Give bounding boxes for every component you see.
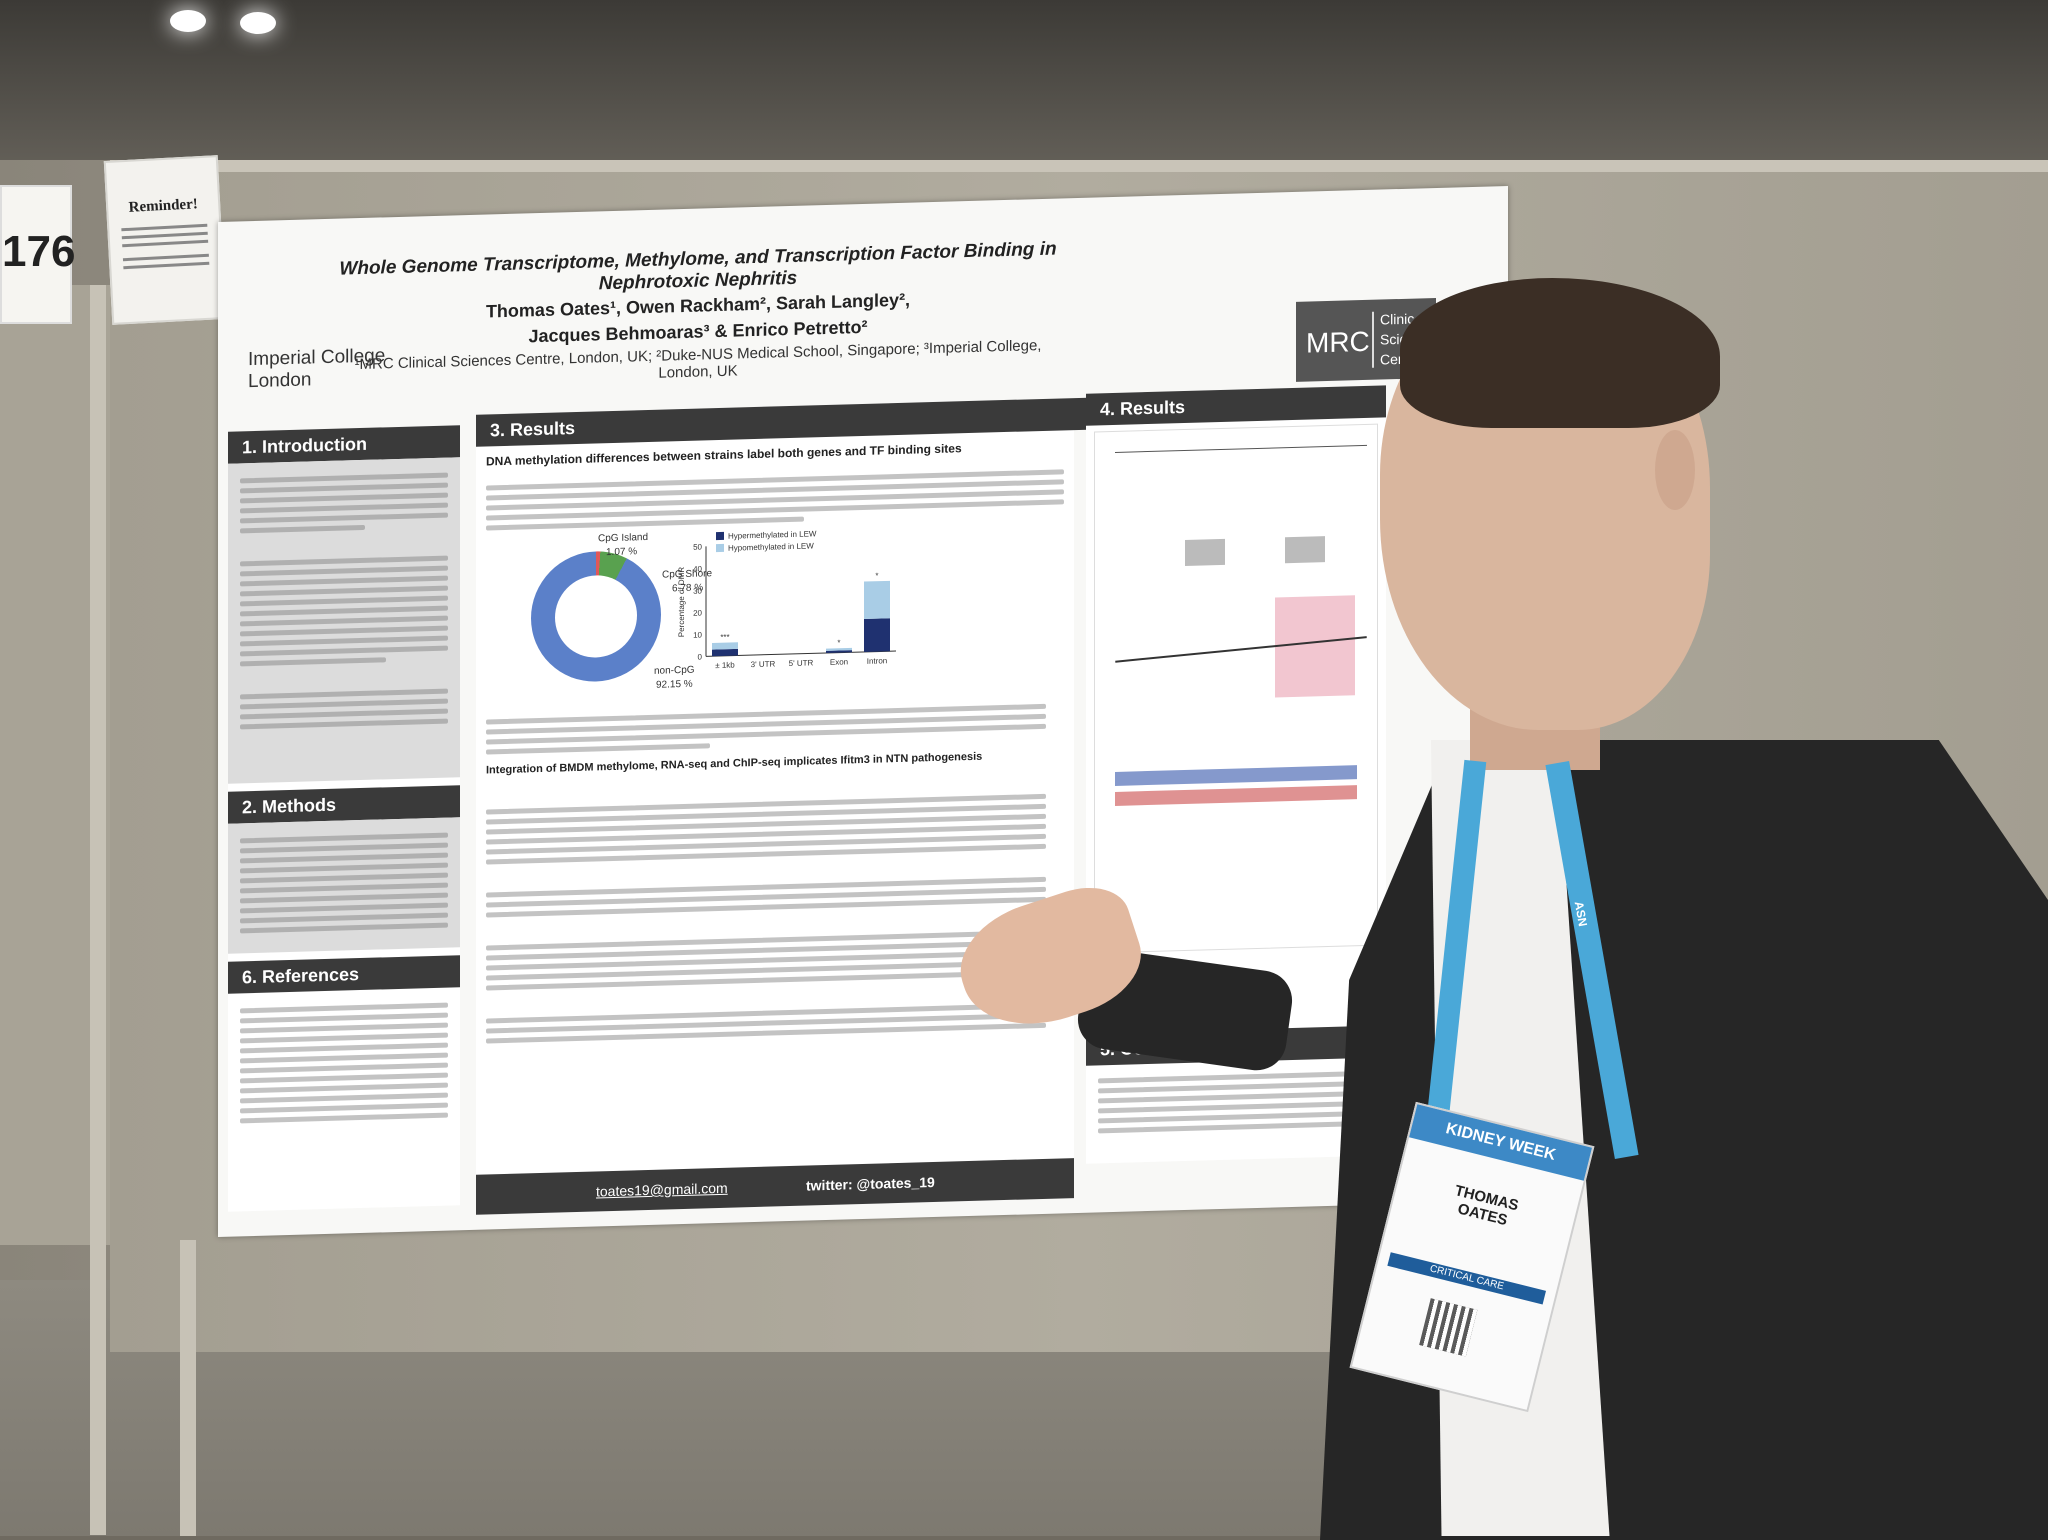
- reminder-sign: Reminder!: [103, 155, 227, 325]
- reminder-title: Reminder!: [128, 196, 199, 216]
- methods-body: [228, 817, 460, 954]
- donut-label-island: CpG Island: [598, 531, 649, 545]
- x-tick-label: 3' UTR: [751, 659, 776, 669]
- legend-entry: Hypermethylated in LEW: [728, 529, 817, 540]
- bar-segment: [864, 618, 890, 652]
- ceiling-light: [240, 12, 276, 34]
- exon-2-box: [1285, 536, 1325, 564]
- board-number-sign: 176: [0, 185, 76, 324]
- donut-hole: [555, 574, 637, 659]
- legend-entry: Hypomethylated in LEW: [728, 541, 814, 552]
- x-tick-label: Intron: [867, 656, 887, 666]
- board-pole: [90, 285, 106, 1535]
- significance-annotation: *: [875, 571, 878, 580]
- introduction-body: [228, 457, 460, 784]
- board-leg: [180, 1240, 196, 1536]
- x-tick-label: ± 1kb: [715, 661, 735, 671]
- dmr-bar-chart: 0 10 20 30 40 50 Percentage of DMR ± 1kb 3' UTR 5…: [677, 529, 896, 671]
- y-tick-label: 40: [693, 564, 702, 573]
- twitter-handle: twitter: @toates_19: [806, 1173, 935, 1194]
- poster-column-left: 1. Introduction 2. Methods 6. References: [228, 425, 460, 1212]
- bar-segment: [826, 647, 852, 651]
- y-tick-label: 10: [693, 630, 702, 639]
- poster-column-middle: 3. Results DNA methylation differences b…: [476, 397, 1088, 1215]
- ceiling-light: [170, 10, 206, 32]
- y-tick-label: 30: [693, 586, 702, 595]
- significance-annotation: *: [837, 638, 840, 647]
- lanyard-text: ASN: [1571, 900, 1590, 928]
- presenter-ear: [1655, 430, 1695, 510]
- dmr-highlight: [1275, 595, 1355, 698]
- legend-swatch: [716, 531, 724, 541]
- y-tick-label: 20: [693, 608, 702, 617]
- x-tick-label: Exon: [830, 657, 848, 667]
- bar-segment: [826, 650, 852, 654]
- poster-footer: toates19@gmail.com twitter: @toates_19: [476, 1158, 1074, 1215]
- presenter-hair: [1400, 278, 1720, 428]
- bar-segment: [864, 580, 890, 619]
- mrc-logo-divider: [1372, 311, 1374, 368]
- y-tick-label: 50: [693, 542, 702, 551]
- badge-name: THOMAS OATES: [1393, 1168, 1576, 1245]
- bar-segment: [712, 642, 738, 650]
- y-tick-label: 0: [698, 652, 703, 661]
- results-2-header: 4. Results: [1086, 385, 1386, 426]
- presenter-body: [1290, 700, 2048, 1540]
- board-number: 176: [2, 227, 76, 276]
- cpg-donut-chart: [531, 549, 661, 684]
- mrc-logo-text: MRC: [1306, 325, 1370, 359]
- research-poster: Imperial College London Whole Genome Tra…: [218, 185, 1508, 1237]
- references-body: [228, 987, 460, 1138]
- bar-segment: [712, 648, 738, 657]
- exon-1-box: [1185, 538, 1225, 566]
- figure-a-track: [1115, 444, 1367, 453]
- legend-swatch: [716, 543, 724, 553]
- donut-value-island: 1.07 %: [606, 546, 638, 559]
- badge-category: CRITICAL CARE: [1387, 1252, 1546, 1305]
- significance-annotation: ***: [720, 633, 729, 642]
- y-axis-label: Percentage of DMR: [677, 567, 686, 638]
- contact-email-link[interactable]: toates19@gmail.com: [596, 1179, 728, 1200]
- badge-qr-code: [1419, 1298, 1478, 1357]
- integration-body: [486, 789, 1046, 1049]
- reminder-fine-print: [121, 223, 208, 232]
- x-tick-label: 5' UTR: [789, 658, 814, 668]
